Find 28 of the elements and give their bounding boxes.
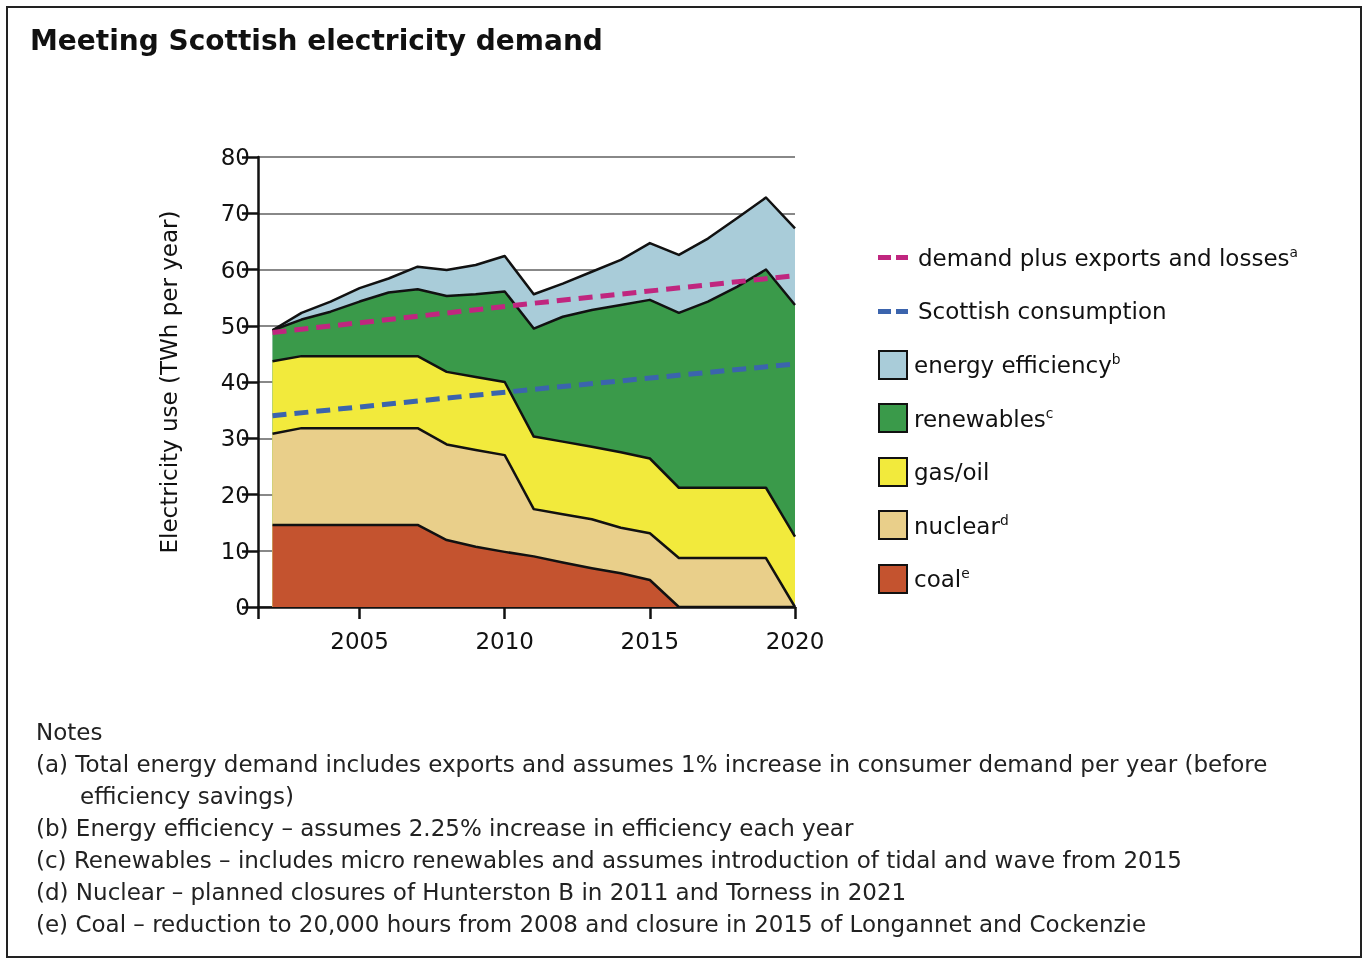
y-tick-label: 40 [220,369,250,395]
y-tick-label: 70 [220,200,250,227]
y-tick-label: 50 [220,312,250,339]
legend-label: demand plus exports and losses$^{a}$ [918,243,1299,271]
legend-label: energy efficiency$^{b}$ [914,351,1121,379]
chart-title: Meeting Scottish electricity demand [30,24,603,57]
text: (d) Nuclear – planned closures of Hunterston B in 2011 and Torness in 2021 [36,878,908,907]
y-tick-label: 30 [220,425,250,452]
y-tick-label: 80 [220,144,250,170]
legend-label: gas/oil [914,458,990,485]
text: (a) Total energy demand includes exports and assumes 1% increase in consumer demand per year (before efficiency savings) [36,750,1269,811]
y-axis-title: Electricity use (TWh per year) [155,210,182,554]
text: (e) Coal – reduction to 20,000 hours from 2008 and closure in 2015 of Longannet and Cockenzie [36,910,1148,939]
y-tick-label: 60 [220,256,250,283]
legend-label: Scottish consumption [918,298,1167,324]
text: Notes [36,718,104,747]
legend-label: coal$^{e}$ [914,565,970,593]
y-tick-label: 20 [220,481,250,508]
x-tick-label: 2005 [330,627,389,654]
x-tick-label: 2015 [620,627,680,654]
x-tick-label: 2010 [475,627,534,654]
legend-label: nuclear$^{d}$ [914,511,1009,539]
text: (c) Renewables – includes micro renewables and assumes introduction of tidal and wave from 2015 [36,846,1183,875]
legend-label: renewables$^{c}$ [914,404,1054,432]
y-tick-label: 10 [220,537,250,564]
x-tick-label: 2020 [765,627,825,654]
y-tick-label: 0 [235,594,250,620]
text: (b) Energy efficiency – assumes 2.25% increase in efficiency each year [36,814,855,843]
